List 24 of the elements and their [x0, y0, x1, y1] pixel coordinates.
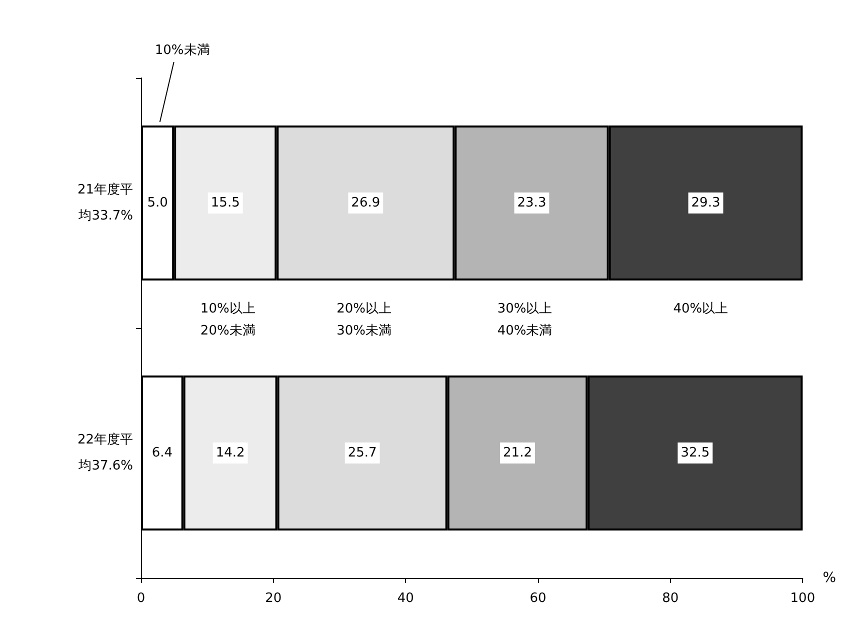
x-tick-label: 20 — [265, 591, 282, 606]
data-label: 21.2 — [503, 446, 532, 460]
data-label: 6.4 — [152, 446, 173, 460]
data-label: 14.2 — [216, 446, 245, 460]
data-label: 5.0 — [147, 196, 168, 210]
series-label: 20%以上 30%未満 — [336, 302, 392, 338]
series-label: 40%以上 — [673, 302, 728, 316]
y-tick-label: 21年度平均33.7% — [77, 182, 133, 224]
data-label: 15.5 — [210, 196, 240, 210]
text: 10%未満 — [154, 43, 210, 58]
x-tick-label: 100 — [790, 591, 816, 606]
y-tick-label: 22年度平均37.6% — [77, 432, 133, 474]
x-tick-label: 0 — [136, 591, 146, 606]
x-tick-label: 60 — [530, 591, 546, 606]
x-tick-label: 80 — [662, 591, 679, 606]
data-label: 23.3 — [517, 196, 546, 210]
data-label: 32.5 — [680, 446, 710, 460]
series-label: 10%以上 20%未満 — [200, 302, 256, 338]
series-label: 30%以上 40%未満 — [497, 302, 552, 338]
x-axis-title: % — [822, 570, 836, 586]
data-label: 29.3 — [691, 196, 720, 210]
data-label: 26.9 — [351, 196, 380, 210]
data-label: 25.7 — [348, 446, 377, 460]
x-tick-label: 40 — [397, 591, 414, 606]
